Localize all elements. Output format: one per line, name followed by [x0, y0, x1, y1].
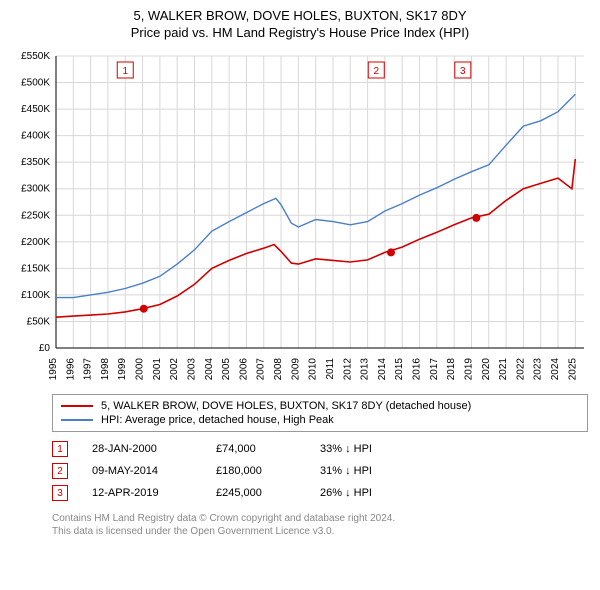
svg-text:2015: 2015 [394, 358, 405, 381]
svg-text:2024: 2024 [550, 358, 561, 381]
svg-text:£100K: £100K [21, 290, 50, 301]
svg-text:2002: 2002 [169, 358, 180, 381]
svg-text:£550K: £550K [21, 51, 50, 62]
legend-row: HPI: Average price, detached house, High… [61, 413, 579, 427]
annotation-row: 3 12-APR-2019 £245,000 26% ↓ HPI [52, 482, 588, 504]
svg-text:2011: 2011 [325, 358, 336, 380]
svg-text:2018: 2018 [446, 358, 457, 381]
svg-text:2016: 2016 [412, 358, 423, 381]
svg-text:2013: 2013 [360, 358, 371, 381]
chart-area: £0 £50K £100K £150K £200K £250K £300K £350K £400… [8, 48, 592, 388]
svg-text:1996: 1996 [65, 358, 76, 381]
annotation-date: 12-APR-2019 [92, 487, 192, 499]
annotation-diff: 26% ↓ HPI [320, 487, 420, 499]
svg-text:£400K: £400K [21, 131, 50, 142]
legend-row: 5, WALKER BROW, DOVE HOLES, BUXTON, SK17… [61, 399, 579, 413]
svg-text:2009: 2009 [290, 358, 301, 381]
svg-text:2021: 2021 [498, 358, 509, 381]
svg-text:2012: 2012 [342, 358, 353, 381]
svg-text:£500K: £500K [21, 78, 50, 89]
line-chart-svg: £0 £50K £100K £150K £200K £250K £300K £350K £400… [8, 48, 592, 388]
svg-text:1999: 1999 [117, 358, 128, 381]
title-block: 5, WALKER BROW, DOVE HOLES, BUXTON, SK17… [0, 0, 600, 44]
svg-text:2: 2 [373, 66, 379, 77]
svg-text:2004: 2004 [204, 358, 215, 381]
svg-text:2014: 2014 [377, 358, 388, 381]
annotation-price: £180,000 [216, 465, 296, 477]
svg-text:3: 3 [460, 66, 466, 77]
annotation-row: 1 28-JAN-2000 £74,000 33% ↓ HPI [52, 438, 588, 460]
svg-text:2010: 2010 [308, 358, 319, 381]
annotation-price: £245,000 [216, 487, 296, 499]
svg-text:£450K: £450K [21, 104, 50, 115]
legend-label: 5, WALKER BROW, DOVE HOLES, BUXTON, SK17… [101, 400, 471, 412]
svg-text:2007: 2007 [256, 358, 267, 381]
title-address: 5, WALKER BROW, DOVE HOLES, BUXTON, SK17… [0, 8, 600, 23]
svg-text:£300K: £300K [21, 184, 50, 195]
svg-text:1: 1 [122, 66, 128, 77]
svg-text:£150K: £150K [21, 263, 50, 274]
svg-text:2000: 2000 [135, 358, 146, 381]
svg-text:1998: 1998 [100, 358, 111, 381]
annotation-row: 2 09-MAY-2014 £180,000 31% ↓ HPI [52, 460, 588, 482]
title-subtitle: Price paid vs. HM Land Registry's House … [0, 25, 600, 40]
annotation-marker: 1 [52, 441, 68, 457]
footer-line2: This data is licensed under the Open Gov… [52, 525, 588, 538]
chart-container: 5, WALKER BROW, DOVE HOLES, BUXTON, SK17… [0, 0, 600, 538]
legend-swatch [61, 419, 93, 421]
svg-text:£50K: £50K [27, 316, 51, 327]
svg-text:2006: 2006 [238, 358, 249, 381]
svg-text:2019: 2019 [463, 358, 474, 381]
annotation-table: 1 28-JAN-2000 £74,000 33% ↓ HPI 2 09-MAY-2014… [52, 438, 588, 504]
annotation-diff: 31% ↓ HPI [320, 465, 420, 477]
svg-text:2020: 2020 [481, 358, 492, 381]
svg-text:£250K: £250K [21, 210, 50, 221]
svg-text:2025: 2025 [567, 358, 578, 381]
legend-box: 5, WALKER BROW, DOVE HOLES, BUXTON, SK17… [52, 394, 588, 432]
annotation-marker: 2 [52, 463, 68, 479]
footer-attribution: Contains HM Land Registry data © Crown c… [52, 512, 588, 538]
svg-text:2023: 2023 [533, 358, 544, 381]
svg-text:2001: 2001 [152, 358, 163, 381]
svg-text:2005: 2005 [221, 358, 232, 381]
svg-text:1995: 1995 [48, 358, 59, 381]
svg-text:2003: 2003 [186, 358, 197, 381]
annotation-date: 28-JAN-2000 [92, 443, 192, 455]
annotation-marker: 3 [52, 485, 68, 501]
svg-text:2017: 2017 [429, 358, 440, 381]
annotation-diff: 33% ↓ HPI [320, 443, 420, 455]
svg-text:£200K: £200K [21, 237, 50, 248]
legend-swatch [61, 405, 93, 407]
svg-text:2008: 2008 [273, 358, 284, 381]
footer-line1: Contains HM Land Registry data © Crown c… [52, 512, 588, 525]
legend-label: HPI: Average price, detached house, High… [101, 414, 334, 426]
svg-text:£350K: £350K [21, 157, 50, 168]
svg-text:£0: £0 [39, 343, 51, 354]
annotation-date: 09-MAY-2014 [92, 465, 192, 477]
svg-text:2022: 2022 [515, 358, 526, 381]
annotation-price: £74,000 [216, 443, 296, 455]
svg-text:1997: 1997 [83, 358, 94, 381]
